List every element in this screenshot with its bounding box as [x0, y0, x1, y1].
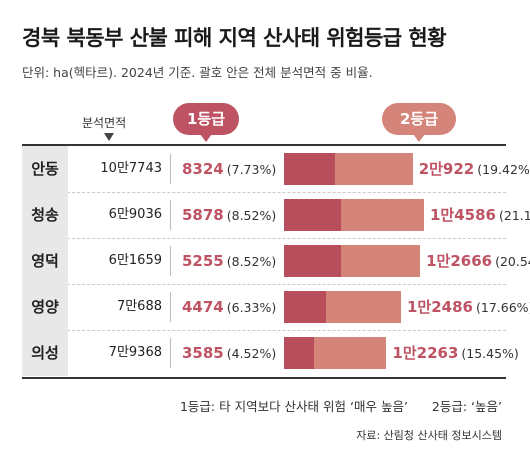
grade2-value: 1만2263	[392, 344, 459, 362]
grade2-value: 1만2486	[407, 298, 473, 316]
column-divider	[170, 338, 171, 368]
area-value: 10만7743	[100, 161, 162, 176]
grade1-value: 4474	[182, 298, 224, 316]
grade1-bar	[284, 337, 314, 369]
grade1-pct: (6.33%)	[226, 300, 277, 315]
legend: 1등급: 타 지역보다 산사태 위험 ‘매우 높음’ 2등급: ‘높음’	[180, 396, 502, 415]
grade2-pct: (21.13%)	[499, 208, 530, 223]
grade1-value: 3585	[182, 344, 224, 362]
grade2-pct: (15.45%)	[461, 346, 519, 361]
grade1-pct: (8.52%)	[226, 208, 277, 223]
row-separator	[22, 238, 506, 239]
region-label: 영양	[22, 284, 68, 330]
area-value: 7만688	[116, 299, 162, 314]
grade1-value-group: 8324 (7.73%)	[182, 146, 276, 192]
grade2-pct: (19.42%)	[477, 162, 530, 177]
source-note: 자료: 산림청 산사태 정보시스템	[356, 429, 502, 442]
table-row: 청송 6만9036 5878(8.52%) 1만4586(21.13%)	[22, 192, 530, 238]
legend-grade1: 1등급: 타 지역보다 산사태 위험 ‘매우 높음’	[179, 399, 408, 414]
region-label: 청송	[22, 192, 68, 238]
grade1-badge: 1등급	[173, 103, 239, 142]
down-arrow-icon	[104, 133, 114, 141]
chart-title: 경북 북동부 산불 피해 지역 산사태 위험등급 현황	[22, 26, 447, 50]
grade1-pct: (7.73%)	[226, 162, 277, 177]
grade2-pct: (20.54%)	[495, 254, 530, 269]
chart-subtitle: 단위: ha(헥타르). 2024년 기준. 괄호 안은 전체 분석면적 중 비…	[22, 65, 373, 80]
column-divider	[170, 292, 171, 322]
grade1-value-group: 4474 (6.33%)	[182, 284, 276, 330]
table-row: 안동 10만7743 8324 (7.73%) 2만922 (19.42%)	[22, 146, 530, 192]
grade2-value: 2만922	[418, 160, 475, 178]
table-row: 영양 7만688 4474 (6.33%) 1만2486 (17.66%)	[22, 284, 530, 330]
grade1-pct: (4.52%)	[226, 346, 277, 361]
column-divider	[170, 154, 171, 184]
grade1-value-group: 5878 (8.52%)	[182, 192, 276, 238]
grade2-value: 1만2666	[426, 252, 493, 270]
table-top-rule	[22, 144, 506, 146]
grade1-bar	[284, 291, 326, 323]
grade2-value-group: 1만4586(21.13%)	[430, 192, 530, 238]
grade1-bar	[284, 199, 341, 231]
grade1-bar	[284, 153, 336, 185]
region-label: 영덕	[22, 238, 68, 284]
grade1-value: 5255	[182, 252, 224, 270]
grade2-value-group: 1만2263 (15.45%)	[392, 330, 518, 376]
grade2-value-group: 2만922 (19.42%)	[419, 146, 530, 192]
region-label: 의성	[22, 330, 68, 376]
grade2-value: 1만4586	[430, 206, 496, 224]
grade1-pct: (8.52%)	[226, 254, 277, 269]
table-row: 영덕 6만1659 5255(8.52%) 1만2666(20.54%)	[22, 238, 530, 284]
grade1-value-group: 3585 (4.52%)	[182, 330, 276, 376]
column-divider	[170, 200, 171, 230]
grade1-bar	[284, 245, 341, 277]
region-label: 안동	[22, 146, 68, 192]
column-divider	[170, 246, 171, 276]
grade1-value: 8324	[182, 160, 224, 178]
table-row: 의성 7만9368 3585 (4.52%) 1만2263 (15.45%)	[22, 330, 519, 376]
grade2-value-group: 1만2486 (17.66%)	[407, 284, 530, 330]
grade2-pct: (17.66%)	[476, 300, 530, 315]
grade1-value: 5878	[182, 206, 224, 224]
area-value: 7만9368	[108, 345, 162, 360]
area-value: 6만9036	[108, 207, 162, 222]
area-column-label: 분석면적	[82, 116, 127, 130]
grade2-badge: 2등급	[382, 103, 456, 142]
grade1-value-group: 5255 (8.52%)	[182, 238, 276, 284]
area-value: 6만1659	[108, 253, 162, 268]
legend-grade2: 2등급: ‘높음’	[431, 399, 502, 414]
row-separator	[22, 330, 506, 331]
row-separator	[22, 284, 506, 285]
table-bottom-rule	[22, 377, 506, 379]
grade2-value-group: 1만2666(20.54%)	[426, 238, 530, 284]
row-separator	[22, 192, 506, 193]
